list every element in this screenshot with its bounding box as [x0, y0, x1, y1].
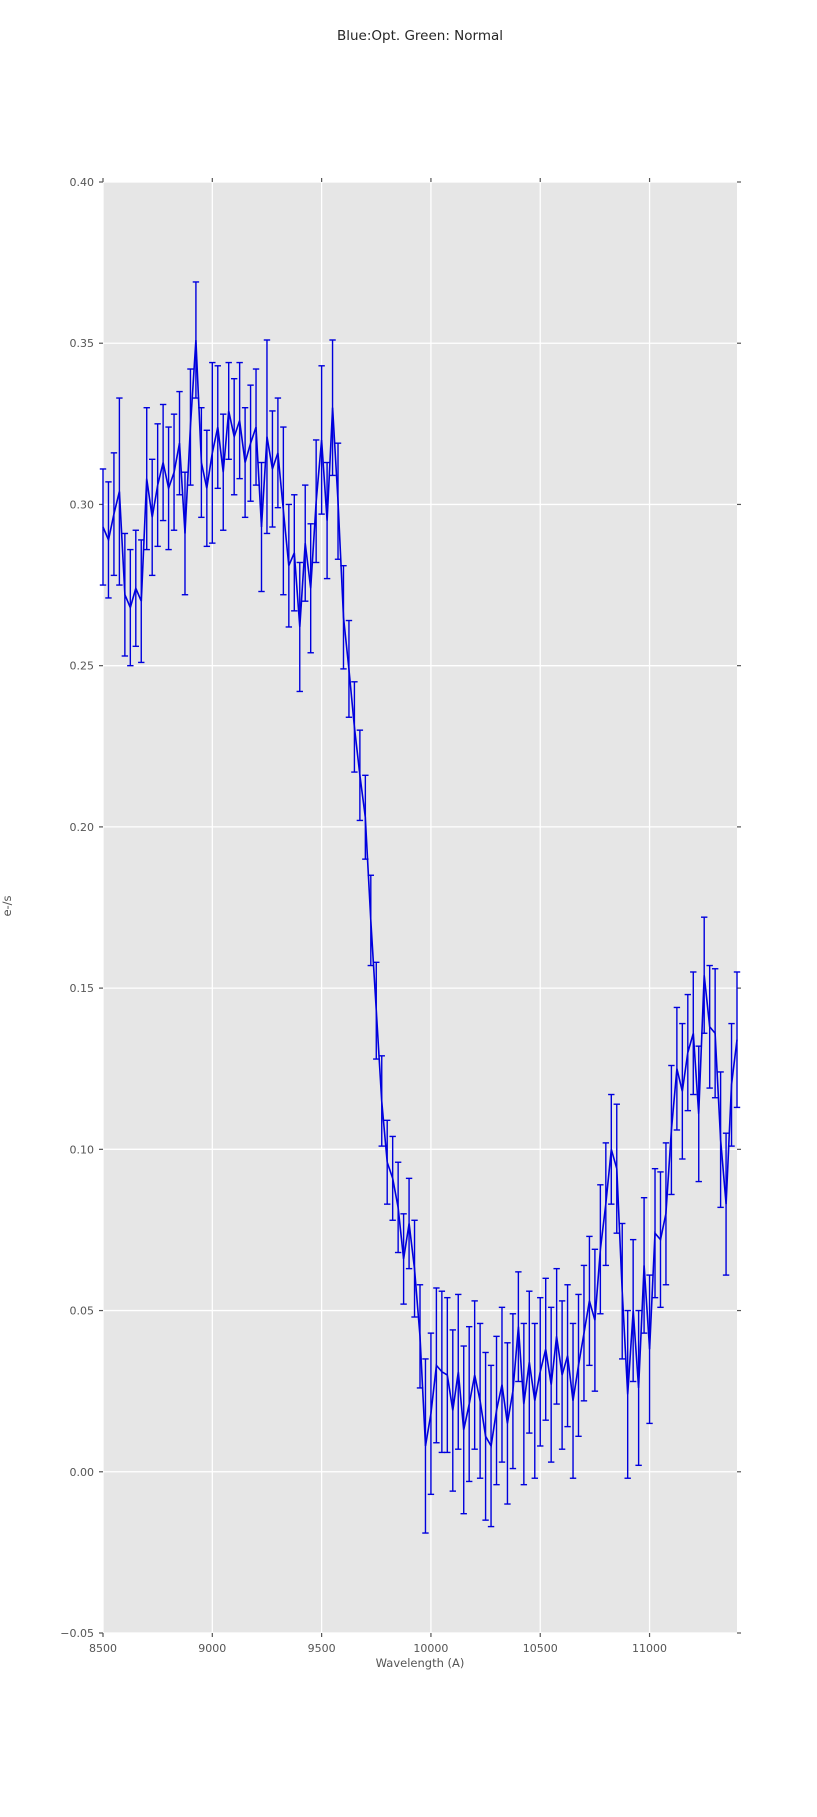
x-tick-label: 11000: [632, 1642, 667, 1655]
x-tick-label: 10500: [523, 1642, 558, 1655]
y-tick-label: 0.00: [70, 1466, 95, 1479]
y-tick-label: 0.35: [70, 337, 95, 350]
chart-title: Blue:Opt. Green: Normal: [336, 28, 504, 44]
y-tick-label: 0.15: [70, 982, 95, 995]
y-tick-label: 0.40: [70, 176, 95, 189]
x-tick-label: 8500: [89, 1642, 117, 1655]
x-tick-label: 10000: [413, 1642, 448, 1655]
y-axis-label: e-/s: [0, 895, 14, 917]
x-tick-label: 9000: [198, 1642, 226, 1655]
spectrum-line: [102, 339, 738, 1449]
x-tick-label: 9500: [308, 1642, 336, 1655]
y-tick-label: 0.20: [70, 821, 95, 834]
y-tick-label: 0.25: [70, 660, 95, 673]
y-tick-label: 0.05: [70, 1305, 95, 1318]
plot-background: [103, 182, 737, 1633]
y-tick-label: 0.30: [70, 498, 95, 511]
y-tick-label: 0.10: [70, 1143, 95, 1156]
x-axis-label: Wavelength (A): [375, 1656, 465, 1670]
y-tick-label: −0.05: [60, 1627, 94, 1640]
